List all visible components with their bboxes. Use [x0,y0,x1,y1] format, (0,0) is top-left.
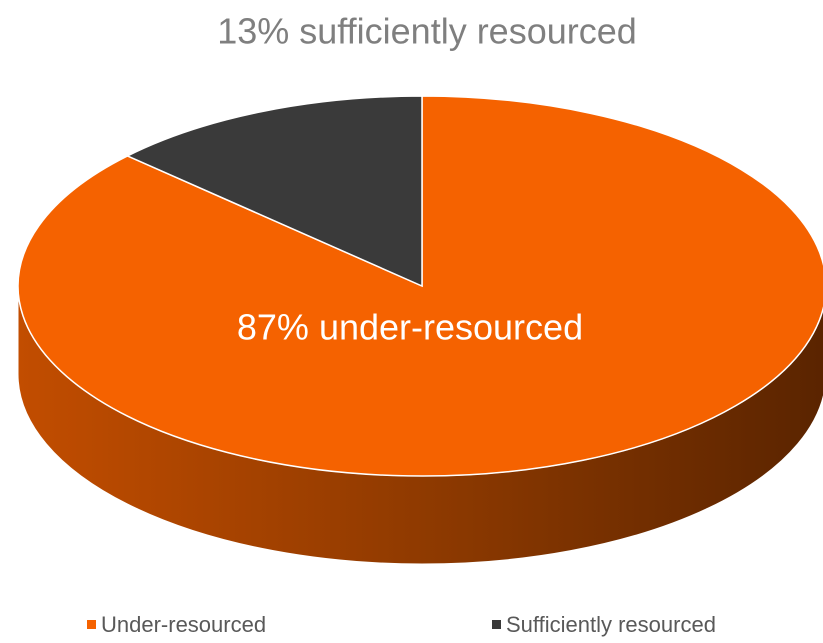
data-label: 87% under-resourced [237,307,583,348]
labels: 87% under-resourced 13% sufficiently reso… [217,11,637,348]
legend-label: Under-resourced [101,612,266,637]
legend-label: Sufficiently resourced [506,612,716,637]
legend: Under-resourced Sufficiently resourced [87,612,716,637]
data-label: 13% sufficiently resourced [217,11,637,52]
legend-swatch [492,620,501,629]
pie-slice [125,95,423,288]
legend-swatch [87,620,96,629]
pie [17,95,823,565]
